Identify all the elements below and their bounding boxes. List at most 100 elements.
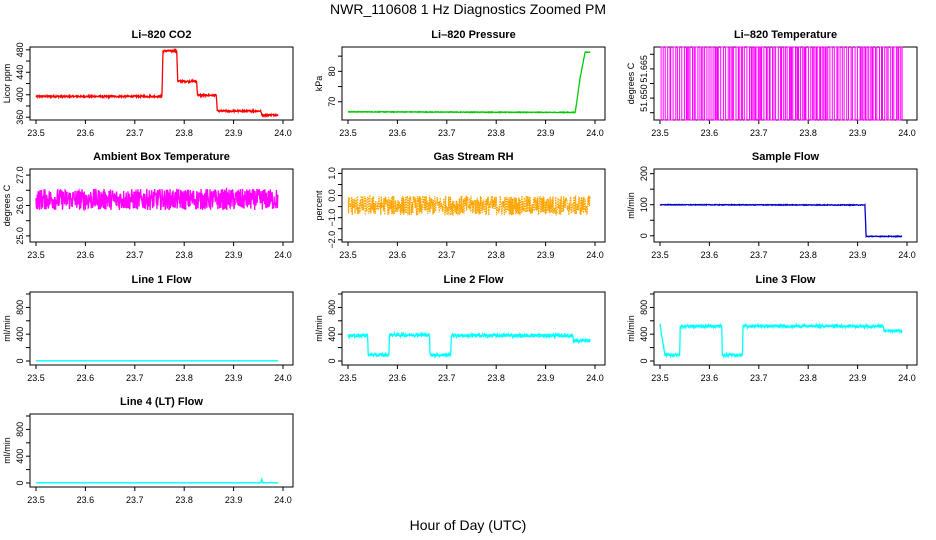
panel-1-x-tick-label: 23.5 xyxy=(27,128,45,138)
panel-3-y-tick-label: 51.650 xyxy=(639,84,649,112)
panel-6-title: Sample Flow xyxy=(752,151,820,163)
panel-10-y-axis-label: ml/min xyxy=(2,437,12,464)
panel-10-y-tick-label: 0 xyxy=(15,480,25,485)
panel-3-y-axis-label: degrees C xyxy=(626,62,636,104)
panel-6-series-line xyxy=(659,203,903,239)
panel-10-x-tick-label: 23.6 xyxy=(77,495,95,505)
panel-8-y-axis-label: ml/min xyxy=(314,315,324,342)
panel-10-y-tick-label: 400 xyxy=(15,449,25,464)
panel-5-x-tick-label: 23.6 xyxy=(389,250,407,260)
panel-4-y-tick-label: 26.0 xyxy=(15,197,25,215)
panel-3-series-line xyxy=(660,46,903,121)
panel-9-y-axis-label: ml/min xyxy=(626,315,636,342)
panel-8-x-tick-label: 23.6 xyxy=(389,373,407,383)
panel-5-y-tick-label: 1.0 xyxy=(327,167,337,180)
panel-6-x-tick-label: 24.0 xyxy=(898,250,916,260)
panel-9-y-tick-label: 400 xyxy=(639,327,649,342)
panel-10-series-line xyxy=(36,476,279,484)
panel-9-x-tick-label: 23.8 xyxy=(799,373,817,383)
panel-7-frame xyxy=(29,291,294,366)
panel-5-series-line xyxy=(347,194,591,216)
panel-7-x-tick-label: 23.9 xyxy=(225,373,243,383)
panel-8-y-tick-label: 800 xyxy=(327,300,337,315)
panel-6-x-tick-label: 23.8 xyxy=(799,250,817,260)
panel-8-y-tick-label: 0 xyxy=(327,358,337,363)
panel-4-x-tick-label: 23.6 xyxy=(77,250,95,260)
panel-1-x-tick-label: 23.8 xyxy=(175,128,193,138)
panel-5-x-tick-label: 23.5 xyxy=(339,250,357,260)
panel-7-y-tick-label: 400 xyxy=(15,327,25,342)
panel-8-y-tick-label: 400 xyxy=(327,327,337,342)
panel-4-x-tick-label: 24.0 xyxy=(274,250,292,260)
panel-6-y-tick-label: 200 xyxy=(639,166,649,181)
panel-1-series-line xyxy=(35,47,279,119)
panel-8-x-tick-label: 23.5 xyxy=(339,373,357,383)
panel-8-x-tick-label: 24.0 xyxy=(586,373,604,383)
panel-9-frame xyxy=(653,291,918,366)
panel-8-title: Line 2 Flow xyxy=(444,274,504,286)
panel-7-x-tick-label: 23.6 xyxy=(77,373,95,383)
panel-6-x-tick-label: 23.6 xyxy=(701,250,719,260)
panel-7-x-tick-label: 23.7 xyxy=(126,373,144,383)
panel-7-title: Line 1 Flow xyxy=(132,274,192,286)
panel-6-x-tick-label: 23.7 xyxy=(750,250,768,260)
panel-1-x-tick-label: 23.6 xyxy=(77,128,95,138)
panel-5-x-tick-label: 23.7 xyxy=(438,250,456,260)
panel-2-x-tick-label: 24.0 xyxy=(586,128,604,138)
panel-9-x-tick-label: 23.7 xyxy=(750,373,768,383)
panel-10-x-tick-label: 24.0 xyxy=(274,495,292,505)
panel-2-frame xyxy=(341,46,606,121)
figure-x-axis-label: Hour of Day (UTC) xyxy=(409,517,527,533)
panel-4-series-line xyxy=(35,186,279,212)
panel-1-y-tick-label: 480 xyxy=(15,42,25,57)
panel-2-title: Li–820 Pressure xyxy=(431,29,515,41)
panel-7-y-tick-label: 0 xyxy=(15,358,25,363)
panel-3-x-tick-label: 23.6 xyxy=(701,128,719,138)
panel-7-x-tick-label: 24.0 xyxy=(274,373,292,383)
panel-4-y-tick-label: 27.0 xyxy=(15,166,25,184)
panel-7-x-tick-label: 23.8 xyxy=(175,373,193,383)
panel-10-x-tick-label: 23.7 xyxy=(126,495,144,505)
panel-8-frame xyxy=(341,291,606,366)
panel-5-frame xyxy=(341,168,606,243)
panel-3-title: Li–820 Temperature xyxy=(734,29,837,41)
panel-4-x-tick-label: 23.7 xyxy=(126,250,144,260)
panel-10-frame xyxy=(29,413,294,488)
panel-6-x-tick-label: 23.9 xyxy=(849,250,867,260)
panel-7-y-axis-label: ml/min xyxy=(2,315,12,342)
panel-5-y-tick-label: −2.0 xyxy=(327,231,337,249)
panel-3-x-tick-label: 23.7 xyxy=(750,128,768,138)
panel-9-y-tick-label: 0 xyxy=(639,358,649,363)
panel-5-x-tick-label: 23.8 xyxy=(487,250,505,260)
panel-9-x-tick-label: 23.6 xyxy=(701,373,719,383)
panel-2-y-tick-label: 80 xyxy=(327,66,337,76)
panel-10-title: Line 4 (LT) Flow xyxy=(120,396,203,408)
panel-5-y-tick-label: 0.0 xyxy=(327,189,337,202)
panel-4-x-tick-label: 23.9 xyxy=(225,250,243,260)
panel-2-y-axis-label: kPa xyxy=(314,76,324,92)
panel-4-x-tick-label: 23.5 xyxy=(27,250,45,260)
panel-2-x-tick-label: 23.6 xyxy=(389,128,407,138)
panel-7-x-tick-label: 23.5 xyxy=(27,373,45,383)
panel-3-x-tick-label: 23.8 xyxy=(799,128,817,138)
panel-1-x-tick-label: 23.9 xyxy=(225,128,243,138)
panel-8-x-tick-label: 23.7 xyxy=(438,373,456,383)
panel-4-y-axis-label: degrees C xyxy=(2,184,12,226)
panel-2-x-tick-label: 23.7 xyxy=(438,128,456,138)
panel-8-x-tick-label: 23.9 xyxy=(537,373,555,383)
panel-3-y-tick-label: 51.665 xyxy=(639,55,649,83)
panel-6-y-tick-label: 100 xyxy=(639,197,649,212)
panel-9-x-tick-label: 24.0 xyxy=(898,373,916,383)
panel-2-x-tick-label: 23.9 xyxy=(537,128,555,138)
panel-1-x-tick-label: 24.0 xyxy=(274,128,292,138)
panel-6-frame xyxy=(653,168,918,243)
panel-4-x-tick-label: 23.8 xyxy=(175,250,193,260)
panel-10-y-tick-label: 800 xyxy=(15,422,25,437)
panel-9-x-tick-label: 23.5 xyxy=(651,373,669,383)
panel-4-title: Ambient Box Temperature xyxy=(93,151,230,163)
panel-2-x-tick-label: 23.5 xyxy=(339,128,357,138)
panel-3-x-tick-label: 23.5 xyxy=(651,128,669,138)
panel-1-y-tick-label: 400 xyxy=(15,87,25,102)
panel-2-series-line xyxy=(347,50,591,115)
